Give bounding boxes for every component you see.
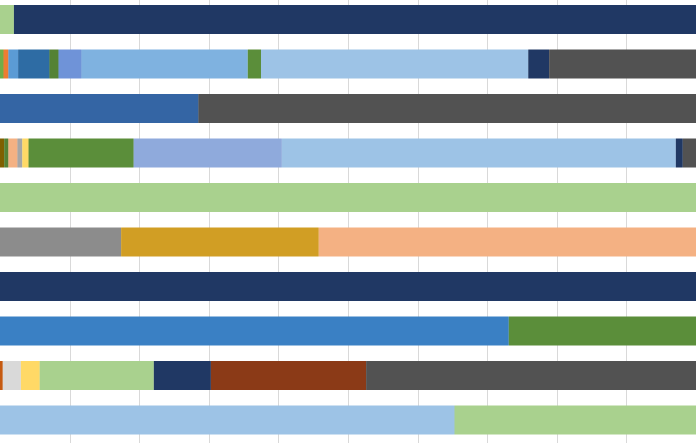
bar-segment bbox=[528, 49, 550, 79]
bar-row-9 bbox=[0, 361, 696, 390]
bar-segment bbox=[3, 49, 9, 79]
bar-row-6 bbox=[0, 227, 696, 257]
bar-segment bbox=[0, 316, 509, 346]
bar-segment bbox=[8, 138, 18, 168]
bar-segment bbox=[210, 361, 367, 390]
bar-segment bbox=[0, 272, 696, 301]
bar-segment bbox=[18, 49, 50, 79]
bar-segment bbox=[198, 94, 696, 123]
bar-segment bbox=[281, 138, 676, 168]
bar-segment bbox=[549, 49, 696, 79]
bar-segment bbox=[20, 361, 40, 390]
bar-segment bbox=[0, 183, 696, 212]
bar-segment bbox=[8, 49, 19, 79]
bar-segment bbox=[22, 138, 29, 168]
bar-segment bbox=[454, 405, 696, 435]
bar-segment bbox=[0, 49, 4, 79]
bar-segment bbox=[49, 49, 59, 79]
bar-segment bbox=[318, 227, 696, 257]
bar-segment bbox=[675, 138, 683, 168]
bar-segment bbox=[133, 138, 282, 168]
bar-segment bbox=[39, 361, 154, 390]
bar-segment bbox=[58, 49, 82, 79]
bar-segment bbox=[0, 5, 14, 34]
bar-segment bbox=[153, 361, 211, 390]
bar-segment bbox=[508, 316, 696, 346]
bar-segment bbox=[17, 138, 23, 168]
bar-segment bbox=[4, 138, 9, 168]
bar-segment bbox=[0, 405, 455, 435]
bar-row-10 bbox=[0, 405, 696, 435]
bar-segment bbox=[0, 227, 122, 257]
bar-row-7 bbox=[0, 272, 696, 301]
bar-segment bbox=[2, 361, 21, 390]
bar-segment bbox=[13, 5, 696, 34]
bar-row-1 bbox=[0, 5, 696, 34]
bar-row-8 bbox=[0, 316, 696, 346]
bar-segment bbox=[247, 49, 261, 79]
bar-segment bbox=[0, 138, 5, 168]
bar-segment bbox=[366, 361, 696, 390]
bar-row-2 bbox=[0, 49, 696, 79]
bar-segment bbox=[261, 49, 529, 79]
bar-row-3 bbox=[0, 94, 696, 123]
bar-rows bbox=[0, 5, 696, 435]
bar-segment bbox=[28, 138, 134, 168]
bar-segment bbox=[682, 138, 696, 168]
bar-segment bbox=[121, 227, 319, 257]
bar-segment bbox=[81, 49, 248, 79]
bar-segment bbox=[0, 94, 199, 123]
bar-segment bbox=[0, 361, 3, 390]
bar-row-5 bbox=[0, 183, 696, 212]
bar-row-4 bbox=[0, 138, 696, 168]
